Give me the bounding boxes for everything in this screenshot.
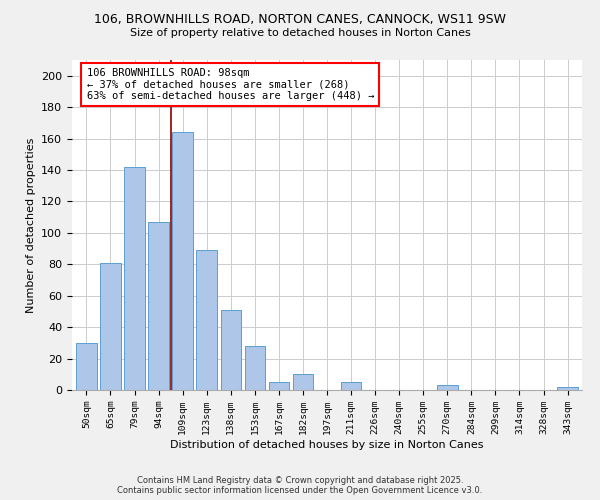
Bar (245, 346, 265, 390)
Bar (269, 382, 289, 390)
Bar (124, 167, 145, 390)
Bar (172, 132, 193, 390)
Bar (293, 374, 313, 390)
Text: Contains HM Land Registry data © Crown copyright and database right 2025.
Contai: Contains HM Land Registry data © Crown c… (118, 476, 482, 495)
Bar (100, 262, 121, 390)
Text: 106 BROWNHILLS ROAD: 98sqm
← 37% of detached houses are smaller (268)
63% of sem: 106 BROWNHILLS ROAD: 98sqm ← 37% of deta… (86, 68, 374, 101)
Text: 106, BROWNHILLS ROAD, NORTON CANES, CANNOCK, WS11 9SW: 106, BROWNHILLS ROAD, NORTON CANES, CANN… (94, 12, 506, 26)
Text: Size of property relative to detached houses in Norton Canes: Size of property relative to detached ho… (130, 28, 470, 38)
Y-axis label: Number of detached properties: Number of detached properties (26, 138, 35, 312)
Bar (437, 386, 458, 390)
Bar (341, 382, 361, 390)
Bar (221, 310, 241, 390)
X-axis label: Distribution of detached houses by size in Norton Canes: Distribution of detached houses by size … (170, 440, 484, 450)
Bar (196, 250, 217, 390)
Bar (148, 222, 169, 390)
Bar (76, 343, 97, 390)
Bar (557, 387, 578, 390)
